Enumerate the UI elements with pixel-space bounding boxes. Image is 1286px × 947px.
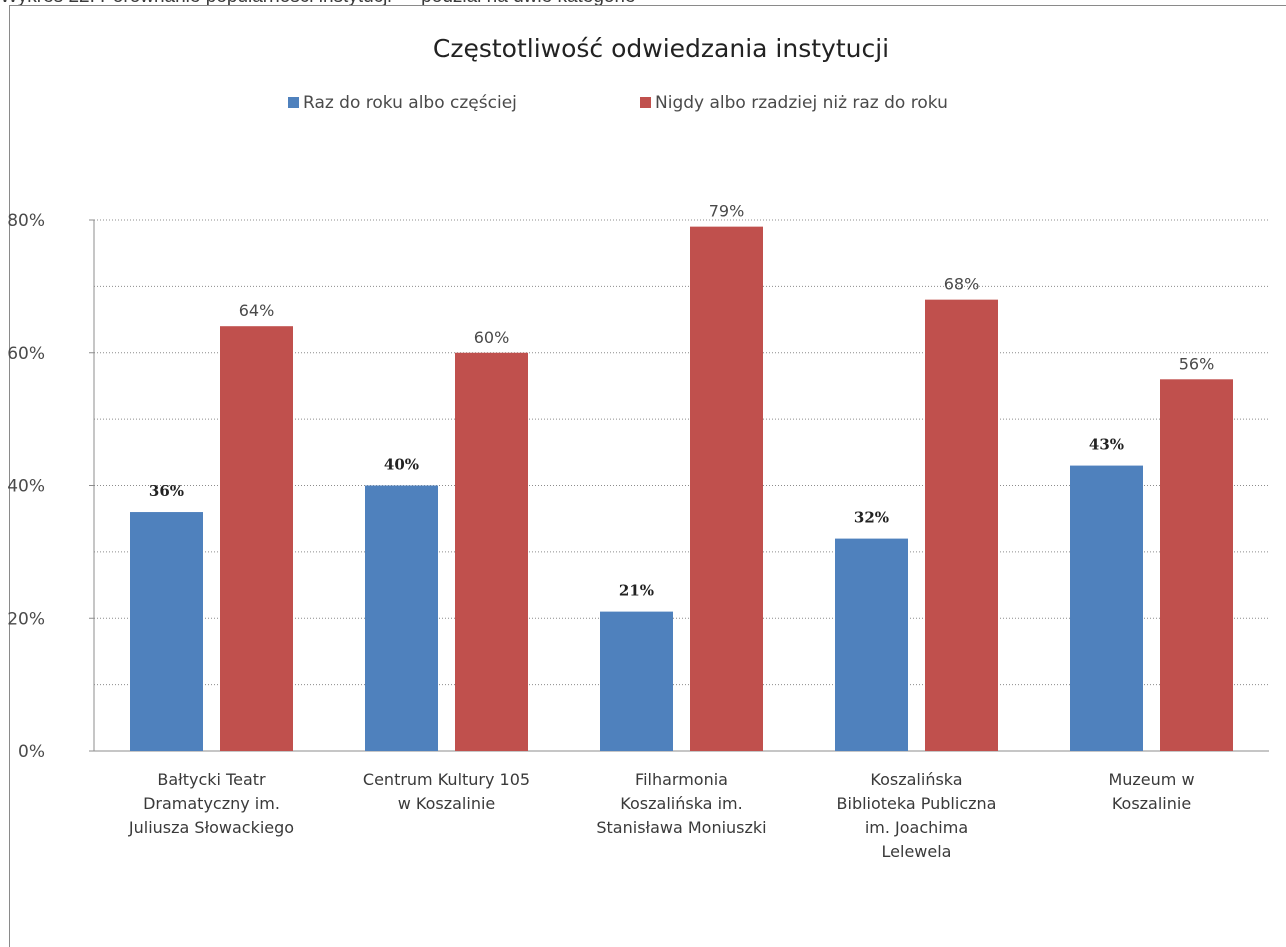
bar-series2-4 [925,299,998,751]
category-label-5: Muzeum w Koszalinie [1108,770,1194,813]
data-label-series2-5: 56% [1179,354,1215,373]
chart-title: Częstotliwość odwiedzania instytucji [433,34,889,63]
category-label-1: Bałtycki Teatr Dramatyczny im. Juliusza Sł… [128,770,294,837]
y-tick-label: 40% [7,477,45,497]
bar-series1-4 [835,538,908,751]
category-label-3: Filharmonia Koszalińska im. Stanisława Mon… [596,770,766,837]
bar-series1-3 [600,611,673,751]
bars [130,226,1233,751]
category-label-2: Centrum Kultury 105 w Koszalinie [363,770,530,813]
legend-swatch-1 [288,97,299,108]
bar-series1-2 [365,485,438,751]
legend-label-1: Raz do roku albo częściej [303,93,517,113]
legend-label-2: Nigdy albo rzadziej niż raz do roku [655,93,948,113]
category-labels: Bałtycki Teatr Dramatyczny im. Juliusza Sł… [128,770,1195,861]
bar-series1-5 [1070,465,1143,751]
bar-series2-5 [1160,379,1233,751]
y-tick-label: 80% [7,211,45,231]
data-label-series1-3: 21% [619,582,654,600]
bar-series2-3 [690,226,763,751]
y-tick-label: 20% [7,609,45,629]
data-labels: 36% 64% 40% 60% 21% 79% 32% 68% 43% 56% [149,202,1214,600]
data-label-series2-3: 79% [709,202,745,221]
legend-swatch-2 [640,97,651,108]
data-label-series1-1: 36% [149,482,184,500]
data-label-series1-4: 32% [854,509,889,527]
category-label-4: Koszalińska Biblioteka Publiczna im. Joach… [837,770,997,861]
data-label-series1-2: 40% [384,456,419,474]
data-label-series2-2: 60% [474,328,510,347]
data-label-series2-1: 64% [239,301,275,320]
legend: Raz do roku albo częściej Nigdy albo rzad… [288,93,948,113]
y-tick-label: 0% [18,742,45,762]
data-label-series2-4: 68% [944,275,980,294]
bar-series2-1 [220,326,293,751]
bar-series1-1 [130,512,203,751]
figure-caption: Wykres 22. Porównanie popularności insty… [0,0,636,8]
data-label-series1-5: 43% [1089,436,1124,454]
bar-series2-2 [455,352,528,751]
y-tick-label: 60% [7,344,45,364]
chart-frame [9,5,1286,947]
